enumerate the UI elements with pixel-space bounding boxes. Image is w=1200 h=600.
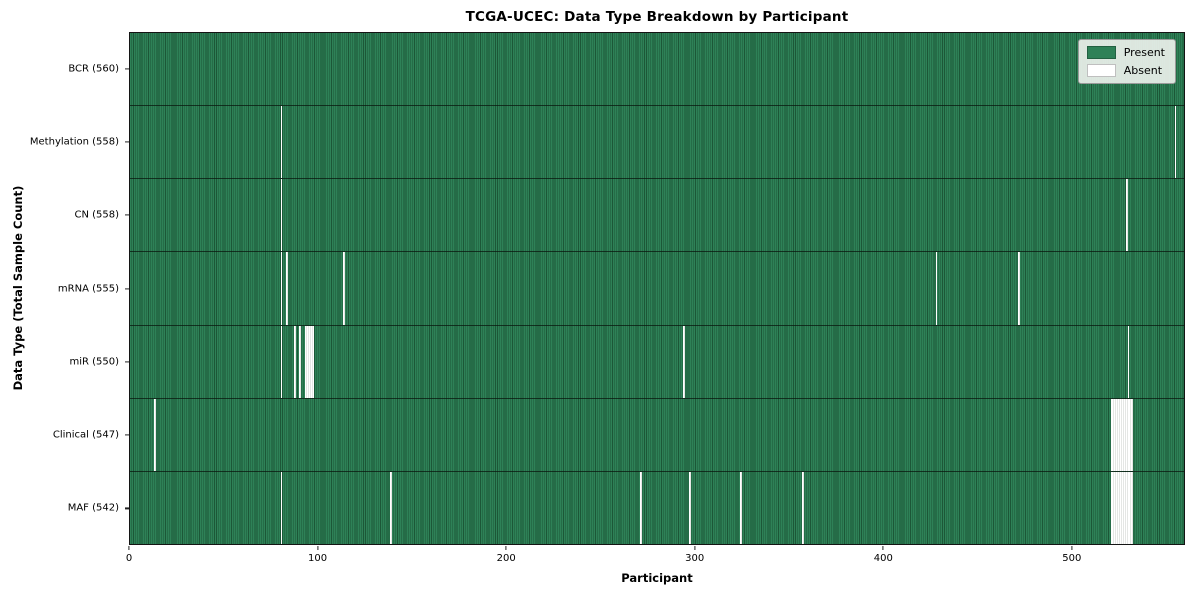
absent-column	[280, 106, 283, 179]
absent-column	[1174, 106, 1177, 179]
absent-column	[1120, 398, 1122, 471]
absent-column	[312, 325, 315, 398]
absent-column	[293, 325, 296, 398]
absent-column	[389, 471, 392, 544]
legend: Present Absent	[1077, 39, 1176, 84]
y-tick-label-mir: miR (550)	[69, 356, 119, 368]
absent-column	[1127, 398, 1130, 471]
absent-column	[1118, 398, 1120, 471]
y-tick-label-bcr: BCR (560)	[68, 63, 119, 75]
absent-column	[1110, 398, 1113, 471]
absent-column	[1129, 398, 1132, 471]
plot-area	[129, 32, 1185, 545]
y-tick-mark	[125, 434, 129, 436]
y-axis: BCR (560) Methylation (558) CN (558) mRNA (…	[0, 32, 129, 545]
absent-column	[305, 325, 307, 398]
absent-column	[1121, 471, 1124, 544]
y-tick-mark	[125, 141, 129, 143]
absent-column	[1131, 398, 1134, 471]
heatmap-row-maf	[130, 470, 1184, 544]
absent-column	[1127, 325, 1130, 398]
heatmap-row-bcr	[130, 33, 1184, 105]
absent-column	[1116, 471, 1119, 544]
y-tick-label-methylation: Methylation (558)	[29, 136, 119, 148]
absent-column	[1110, 471, 1113, 544]
y-tick-mark	[125, 68, 129, 70]
x-tick-label: 400	[873, 553, 893, 564]
y-tick-mark	[125, 361, 129, 363]
x-tick-label: 100	[308, 553, 328, 564]
x-tick-label: 0	[125, 553, 133, 564]
absent-column	[286, 252, 289, 325]
absent-column	[1114, 398, 1117, 471]
absent-column	[688, 471, 691, 544]
x-axis: 0 100 200 300 400 500	[125, 545, 1185, 569]
absent-column	[1127, 471, 1130, 544]
absent-column	[280, 325, 283, 398]
absent-column	[299, 325, 302, 398]
heatmap-row-mir	[130, 324, 1184, 398]
heatmap-row-mrna	[130, 251, 1184, 325]
y-tick-label-cn: CN (558)	[74, 209, 119, 221]
absent-column	[306, 325, 309, 398]
y-tick-mark	[125, 507, 129, 509]
absent-column	[1131, 471, 1134, 544]
y-tick-label-clinical: Clinical (547)	[52, 429, 119, 441]
legend-swatch-present-icon	[1086, 46, 1116, 59]
absent-column	[154, 398, 157, 471]
heatmap-row-clinical	[130, 397, 1184, 471]
legend-swatch-absent-icon	[1086, 64, 1116, 77]
absent-column	[1123, 398, 1126, 471]
x-tick-mark	[1071, 546, 1073, 550]
absent-column	[1116, 398, 1119, 471]
absent-column	[935, 252, 938, 325]
x-tick-label: 300	[685, 553, 705, 564]
x-tick-label: 500	[1062, 553, 1082, 564]
absent-column	[310, 325, 313, 398]
x-tick-mark	[505, 546, 507, 550]
y-tick-label-maf: MAF (542)	[67, 502, 119, 514]
absent-column	[280, 252, 283, 325]
heatmap-row-cn	[130, 178, 1184, 252]
y-tick-mark	[125, 287, 129, 290]
absent-column	[1121, 398, 1124, 471]
y-tick-label-mrna: mRNA (555)	[57, 283, 119, 294]
chart-title: TCGA-UCEC: Data Type Breakdown by Partic…	[465, 9, 849, 25]
legend-label-absent: Absent	[1123, 64, 1163, 77]
absent-column	[1112, 471, 1115, 544]
absent-column	[1125, 179, 1128, 252]
absent-column	[1118, 471, 1120, 544]
heatmap-row-methylation	[130, 105, 1184, 179]
absent-column	[1114, 471, 1117, 544]
absent-column	[1112, 398, 1115, 471]
absent-column	[1129, 471, 1132, 544]
absent-column	[1125, 471, 1128, 544]
absent-column	[801, 471, 804, 544]
x-tick-mark	[316, 546, 319, 550]
legend-label-present: Present	[1123, 46, 1165, 59]
absent-column	[342, 252, 345, 325]
absent-column	[640, 471, 642, 544]
absent-column	[739, 471, 742, 544]
x-tick-label: 200	[496, 553, 516, 564]
legend-item-absent: Absent	[1086, 64, 1165, 77]
absent-column	[280, 179, 283, 252]
absent-column	[280, 471, 283, 544]
legend-item-present: Present	[1086, 46, 1165, 59]
absent-column	[1123, 471, 1126, 544]
x-axis-label: Participant	[621, 571, 693, 585]
x-tick-mark	[694, 546, 696, 550]
absent-column	[308, 325, 311, 398]
absent-column	[1120, 471, 1122, 544]
absent-column	[1125, 398, 1128, 471]
absent-column	[1018, 252, 1021, 325]
y-tick-mark	[125, 214, 129, 216]
x-tick-mark	[128, 546, 130, 550]
absent-column	[683, 325, 686, 398]
x-tick-mark	[882, 546, 884, 550]
